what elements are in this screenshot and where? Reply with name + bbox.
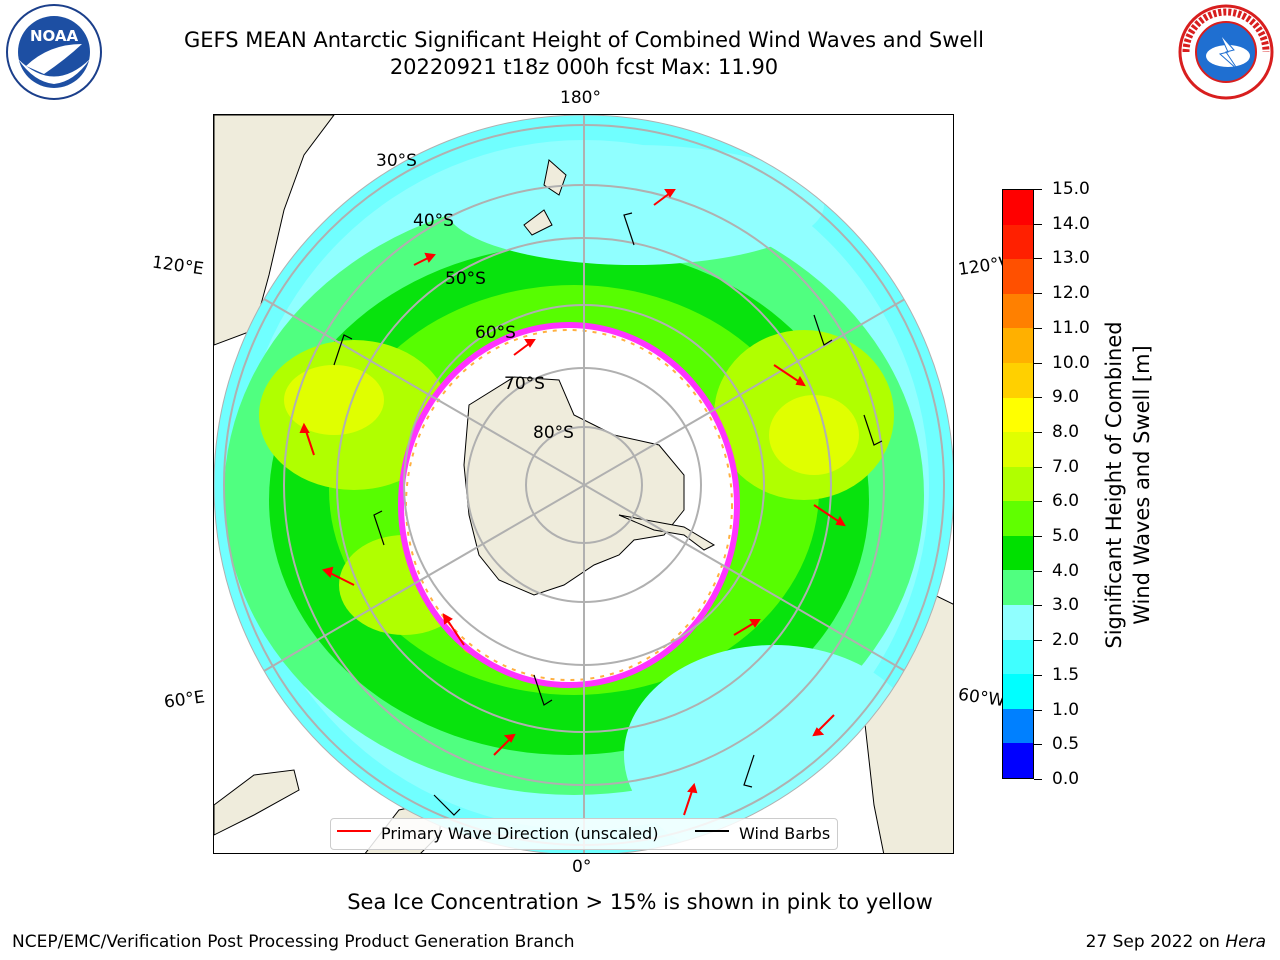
colorbar-tick-label: 3.0 [1052,595,1080,616]
colorbar-tick [1034,709,1042,711]
footer-organization: NCEP/EMC/Verification Post Processing Pr… [12,932,575,952]
colorbar-tick [1034,258,1042,260]
colorbar-tick [1034,223,1042,225]
colorbar-segment [1003,397,1033,433]
colorbar-tick [1034,293,1042,295]
colorbar-segment [1003,673,1033,709]
colorbar-tick-label: 5.0 [1052,526,1080,547]
lat-label-60: 60°S [475,323,516,343]
colorbar-segment [1003,639,1033,675]
colorbar-title: Significant Height of Combined Wind Wave… [1100,275,1156,695]
colorbar-tick-label: 14.0 [1052,213,1090,234]
colorbar-tick-label: 1.0 [1052,699,1080,720]
colorbar-tick-label: 0.0 [1052,769,1080,789]
polar-map [214,115,953,853]
swh-low-top [444,145,824,265]
colorbar-tick [1034,605,1042,607]
australia-land [214,115,335,346]
footer-machine: Hera [1225,932,1266,952]
colorbar-title-line2: Wind Waves and Swell [m] [1130,345,1154,625]
lat-label-30: 30°S [376,151,417,171]
colorbar-tick-label: 1.5 [1052,664,1080,685]
chart-subtitle: 20220921 t18z 000h fcst Max: 11.90 [389,55,779,79]
colorbar-tick-label: 11.0 [1052,317,1090,338]
noaa-logo-text: NOAA [30,27,79,45]
colorbar-segment [1003,189,1033,225]
colorbar-segment [1003,604,1033,640]
colorbar-tick-label: 9.0 [1052,387,1080,408]
colorbar-tick [1034,431,1042,433]
colorbar-segment [1003,431,1033,467]
colorbar-segment [1003,327,1033,363]
colorbar-tick-label: 6.0 [1052,491,1080,512]
africa-land [214,769,300,836]
map-legend: Primary Wave Direction (unscaled) Wind B… [330,818,838,850]
lon-label-bottom-right: 60°W [956,684,1007,712]
colorbar-tick-label: 12.0 [1052,283,1090,304]
wave-direction-swatch [337,830,371,832]
lat-label-80: 80°S [533,423,574,443]
colorbar-tick [1034,744,1042,746]
noaa-logo-icon: NOAA [6,4,102,100]
lat-label-70: 70°S [504,374,545,394]
lon-label-left: 120°E [150,252,205,280]
lon-120w-60e-line [214,269,953,701]
wave-arrows [299,189,846,816]
footer-date-text: 27 Sep 2022 on [1085,932,1226,952]
colorbar-tick-label: 8.0 [1052,421,1080,442]
colorbar-segment [1003,500,1033,536]
colorbar-tick-label: 2.0 [1052,630,1080,651]
colorbar [1002,189,1034,779]
colorbar-title-line1: Significant Height of Combined [1102,321,1126,649]
colorbar-tick [1034,779,1042,780]
lat-label-40: 40°S [413,211,454,231]
colorbar-tick [1034,501,1042,503]
colorbar-tick [1034,466,1042,468]
colorbar-tick-label: 15.0 [1052,179,1090,199]
colorbar-tick-label: 0.5 [1052,734,1080,755]
colorbar-tick [1034,362,1042,364]
lat-label-50: 50°S [445,269,486,289]
colorbar-segment [1003,466,1033,502]
colorbar-segment [1003,362,1033,398]
colorbar-segment [1003,224,1033,260]
colorbar-segment [1003,535,1033,571]
colorbar-tick [1034,327,1042,329]
colorbar-segment [1003,569,1033,606]
colorbar-tick-label: 13.0 [1052,248,1090,269]
lon-label-top: 180° [560,88,601,108]
legend-wind-label: Wind Barbs [739,824,831,843]
map-panel [213,114,954,854]
wind-barbs [333,212,883,816]
colorbar-tick-label: 10.0 [1052,352,1090,373]
nws-logo-icon [1178,4,1274,100]
colorbar-segment [1003,742,1033,778]
colorbar-segment [1003,708,1033,744]
new-zealand-land [523,159,567,236]
colorbar-tick-label: 4.0 [1052,560,1080,581]
colorbar-tick [1034,570,1042,572]
colorbar-tick [1034,536,1042,538]
wind-barb-swatch [695,830,729,832]
colorbar-segment [1003,258,1033,294]
lon-label-bottom-left: 60°E [162,687,207,713]
antarctic-peninsula-land [618,514,716,551]
antarctica-land [463,376,685,596]
colorbar-tick [1034,189,1042,190]
colorbar-tick [1034,674,1042,676]
chart-title: GEFS MEAN Antarctic Significant Height o… [183,28,985,52]
footer-date: 27 Sep 2022 on Hera [1086,932,1266,952]
swh-high-west-core [284,365,384,435]
colorbar-tick-label: 7.0 [1052,456,1080,477]
colorbar-segment [1003,293,1033,329]
colorbar-tick [1034,640,1042,642]
legend-wave-label: Primary Wave Direction (unscaled) [381,824,659,843]
sea-ice-caption: Sea Ice Concentration > 15% is shown in … [347,890,933,914]
colorbar-tick [1034,397,1042,399]
lon-label-bottom: 0° [572,857,592,877]
swh-high-east-core [769,395,859,475]
